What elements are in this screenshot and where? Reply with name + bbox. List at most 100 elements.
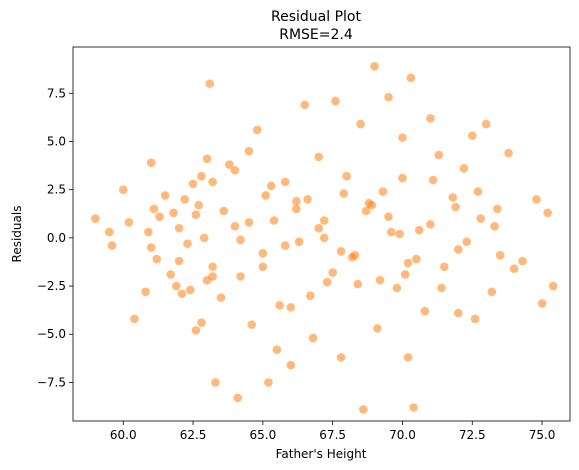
scatter-point xyxy=(247,320,256,329)
scatter-point xyxy=(236,235,245,245)
scatter-point xyxy=(155,212,164,221)
scatter-point xyxy=(509,264,519,274)
scatter-point xyxy=(328,268,337,277)
scatter-point xyxy=(236,272,245,281)
y-axis-label: Residuals xyxy=(10,206,24,263)
scatter-point xyxy=(434,150,444,160)
scatter-point xyxy=(400,270,410,279)
scatter-point xyxy=(412,254,421,264)
scatter-point xyxy=(286,360,296,370)
scatter-point xyxy=(331,96,340,106)
x-tick-label: 72.5 xyxy=(459,428,486,442)
scatter-point xyxy=(174,223,184,233)
scatter-point xyxy=(322,277,332,287)
x-tick-label: 65.0 xyxy=(250,428,277,442)
scatter-point xyxy=(230,166,240,175)
scatter-point xyxy=(244,146,254,156)
scatter-point xyxy=(395,229,404,239)
scatter-point xyxy=(191,210,201,220)
scatter-point xyxy=(216,293,226,302)
scatter-point xyxy=(350,250,360,260)
scatter-point xyxy=(280,177,290,187)
y-tick-label: 7.5 xyxy=(47,86,66,100)
scatter-point xyxy=(426,114,435,123)
scatter-point xyxy=(141,287,150,297)
x-tick-label: 62.5 xyxy=(180,428,207,442)
scatter-point xyxy=(375,275,385,285)
scatter-point xyxy=(197,171,206,181)
y-tick-label: −2.5 xyxy=(37,279,66,293)
x-tick-label: 67.5 xyxy=(319,428,346,442)
scatter-point xyxy=(428,175,438,185)
scatter-point xyxy=(146,158,156,167)
y-tick-label: 5.0 xyxy=(47,134,66,148)
scatter-point xyxy=(342,171,351,181)
scatter-point xyxy=(269,216,279,225)
scatter-point xyxy=(194,200,203,210)
scatter-point xyxy=(490,221,499,231)
scatter-point xyxy=(292,196,301,206)
scatter-point xyxy=(144,227,153,237)
scatter-point xyxy=(476,214,485,223)
scatter-point xyxy=(398,173,407,183)
scatter-point xyxy=(208,177,217,187)
scatter-point xyxy=(361,206,371,216)
scatter-point xyxy=(191,326,201,335)
scatter-point xyxy=(384,92,393,102)
scatter-point xyxy=(149,204,159,214)
scatter-point xyxy=(356,119,365,129)
scatter-point xyxy=(300,100,310,110)
scatter-point xyxy=(261,191,270,200)
scatter-point xyxy=(493,204,502,214)
scatter-point xyxy=(454,245,463,254)
scatter-point xyxy=(219,206,229,216)
scatter-point xyxy=(118,185,128,194)
scatter-point xyxy=(367,200,377,210)
scatter-point xyxy=(91,214,100,223)
x-axis-label: Father's Height xyxy=(276,447,367,461)
scatter-point xyxy=(403,353,413,362)
scatter-point xyxy=(414,225,424,235)
scatter-point xyxy=(537,299,547,308)
scatter-point xyxy=(548,281,558,291)
scatter-point xyxy=(543,208,552,218)
scatter-point xyxy=(440,262,449,272)
scatter-point xyxy=(197,318,206,327)
scatter-point xyxy=(208,262,217,272)
scatter-point xyxy=(303,195,312,204)
scatter-point xyxy=(205,79,215,88)
scatter-point xyxy=(124,218,134,227)
scatter-point xyxy=(336,353,346,362)
scatter-point xyxy=(384,212,393,221)
scatter-point xyxy=(420,306,430,316)
scatter-point xyxy=(146,243,156,252)
scatter-point xyxy=(467,131,477,140)
scatter-point xyxy=(454,308,463,318)
scatter-point xyxy=(105,227,114,237)
scatter-point xyxy=(403,258,413,268)
y-axis: −7.5 −5.0 −2.5 0.0 2.5 5.0 7.5 xyxy=(37,86,73,389)
scatter-point xyxy=(487,287,497,297)
scatter-point xyxy=(481,119,491,129)
scatter-point xyxy=(258,262,268,272)
scatter-point xyxy=(130,314,139,324)
scatter-point xyxy=(532,195,541,204)
scatter-point xyxy=(398,133,407,142)
scatter-point xyxy=(370,61,379,71)
scatter-point xyxy=(294,237,304,247)
scatter-point xyxy=(258,248,268,258)
x-tick-label: 70.0 xyxy=(389,428,416,442)
scatter-point xyxy=(473,187,483,196)
scatter-point xyxy=(152,254,162,264)
scatter-point xyxy=(202,154,212,164)
scatter-point xyxy=(470,314,480,324)
scatter-point xyxy=(495,250,505,260)
scatter-point xyxy=(177,289,187,299)
scatter-point xyxy=(252,125,262,135)
scatter-point xyxy=(409,403,418,412)
scatter-point xyxy=(107,241,117,250)
chart-subtitle: RMSE=2.4 xyxy=(279,27,353,43)
scatter-point xyxy=(448,193,458,202)
scatter-point xyxy=(174,256,184,266)
scatter-point xyxy=(264,378,273,387)
